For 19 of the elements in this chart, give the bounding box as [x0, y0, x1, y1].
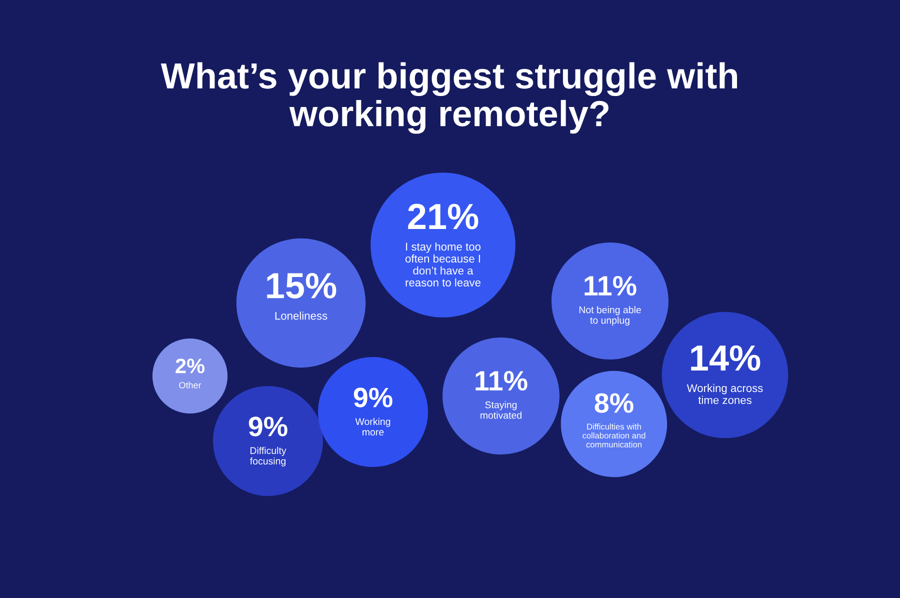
data-label: 2%: [176, 358, 205, 374]
category-label: Staying motivated: [480, 401, 522, 419]
data-label: 21%: [408, 204, 478, 230]
category-label: I stay home too often because I don’t have a reason to leave: [405, 242, 481, 287]
category-label: Difficulty focusing: [250, 446, 286, 466]
data-label: 11%: [584, 276, 636, 296]
data-label: 15%: [267, 273, 336, 298]
category-label: Difficulties with collaboration and communication: [582, 423, 646, 448]
category-label: Working across time zones: [686, 384, 763, 404]
data-label: 11%: [476, 370, 528, 391]
category-label: Not being able to unplug: [579, 306, 641, 326]
data-label: 9%: [354, 388, 392, 408]
data-label: 8%: [594, 393, 634, 413]
text: What’s your biggest struggle with working remotely?: [160, 62, 738, 134]
category-label: Working more: [355, 418, 390, 436]
category-label: Loneliness: [275, 312, 328, 320]
data-label: 14%: [691, 345, 760, 371]
data-label: 9%: [248, 416, 288, 436]
category-label: Other: [179, 382, 202, 388]
